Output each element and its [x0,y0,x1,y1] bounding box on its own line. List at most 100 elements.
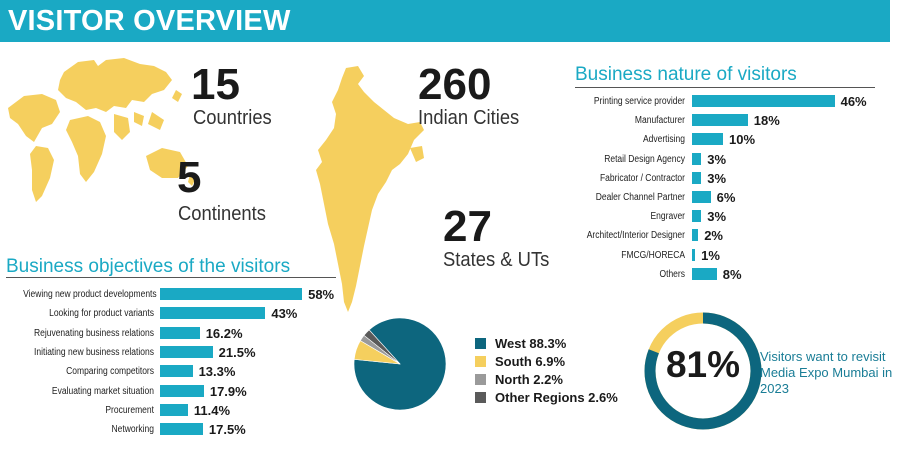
nature-row: Manufacturer 18% [478,113,898,128]
objective-label: Initiating new business relations [33,346,154,358]
cities-count: 260 [418,60,492,109]
nature-bar [692,267,717,280]
nature-row: Advertising 10% [478,132,898,147]
nature-bar [692,210,702,223]
revisit-percent: 81% [665,344,741,385]
objective-bar [160,384,204,397]
title-banner: VISITOR OVERVIEW [0,0,890,42]
nature-bar [692,95,835,107]
nature-label: Manufacturer [634,115,685,127]
business-nature-rule [575,87,875,88]
objective-row: Procurement 11.4% [0,403,350,418]
objective-row: Rejuvenating business relations 16.2% [0,326,350,341]
objective-value: 11.4% [193,402,231,418]
nature-value: 3% [707,170,727,186]
nature-value: 10% [729,132,756,148]
revisit-donut-chart [644,312,762,430]
objective-row: Networking 17.5% [0,422,350,437]
business-nature-title: Business nature of visitors [575,64,797,85]
business-objectives-chart: Viewing new product developments 58% Looki… [0,287,350,442]
legend-swatch [475,392,486,403]
nature-label: Printing service provider [593,96,685,107]
nature-value: 18% [753,113,780,129]
nature-bar [692,248,696,261]
objective-bar [160,403,188,416]
objective-row: Looking for product variants 43% [0,306,350,321]
nature-label: Architect/Interior Designer [586,230,685,242]
nature-bar [692,152,702,165]
objective-value: 58% [308,287,335,302]
states-count: 27 [443,202,492,251]
nature-row: FMCG/HORECA 1% [478,248,898,263]
objective-value: 13.3% [198,364,236,380]
objective-label: Comparing competitors [66,366,154,378]
legend-swatch [475,356,486,367]
objective-bar [160,423,203,436]
legend-label: South 6.9% [495,354,566,369]
objective-bar [160,288,303,300]
nature-row: Dealer Channel Partner 6% [478,190,898,205]
nature-row: Fabricator / Contractor 3% [478,171,898,186]
nature-label: Others [659,268,685,280]
nature-row: Retail Design Agency 3% [478,152,898,167]
objective-row: Initiating new business relations 21.5% [0,345,350,360]
nature-value: 3% [707,151,727,167]
legend-label: North 2.2% [495,372,563,387]
nature-label: Fabricator / Contractor [599,172,685,184]
objective-value: 17.5% [208,422,246,438]
donut-value-arc [644,312,762,430]
objective-label: Rejuvenating business relations [33,327,154,339]
objective-bar [160,365,193,378]
nature-row: Others 8% [478,267,898,282]
region-pie-chart [353,317,447,411]
nature-value: 2% [704,228,723,244]
nature-value: 1% [701,247,720,263]
cities-label: Indian Cities [418,107,520,129]
india-map-icon [316,66,424,312]
nature-label: FMCG/HORECA [621,249,685,261]
nature-bar [692,229,699,242]
objective-label: Procurement [105,404,154,416]
legend-label: Other Regions 2.6% [495,390,618,405]
nature-row: Architect/Interior Designer 2% [478,228,898,243]
continents-label: Continents [178,203,266,225]
business-objectives-rule [6,277,336,278]
legend-swatch [475,374,486,385]
nature-row: Engraver 3% [478,209,898,224]
objective-bar [160,307,266,320]
nature-value: 3% [707,209,727,225]
objective-value: 16.2% [205,325,243,341]
business-nature-chart: Printing service provider 46% Manufacturer… [478,94,898,289]
pie-slice-other-regions [363,329,401,365]
nature-label: Advertising [642,134,685,146]
objective-label: Looking for product variants [49,308,155,320]
objective-value: 21.5% [218,344,256,360]
nature-row: Printing service provider 46% [478,94,898,109]
objective-row: Viewing new product developments 58% [0,287,350,302]
nature-bar [692,171,702,184]
continents-count: 5 [177,153,202,202]
nature-bar [692,191,711,203]
nature-value: 8% [722,266,742,282]
legend-label: West 88.3% [495,336,567,351]
nature-label: Retail Design Agency [604,153,685,165]
objective-bar [160,345,213,358]
nature-label: Engraver [650,211,685,223]
objective-row: Comparing competitors 13.3% [0,364,350,379]
objective-value: 43% [271,306,298,322]
page-title: VISITOR OVERVIEW [8,5,291,37]
nature-value: 6% [716,190,736,205]
objective-value: 17.9% [209,383,247,399]
objective-row: Evaluating market situation 17.9% [0,384,350,399]
nature-bar [692,114,748,127]
objective-label: Evaluating market situation [51,385,154,397]
nature-bar [692,133,723,146]
objective-label: Networking [111,424,154,436]
nature-label: Dealer Channel Partner [595,192,685,203]
objective-bar [160,326,200,339]
business-objectives-title: Business objectives of the visitors [6,256,291,277]
world-map-icon [8,58,196,202]
states-label: States & UTs [443,249,550,271]
countries-label: Countries [193,107,272,129]
objective-label: Viewing new product developments [23,289,157,300]
